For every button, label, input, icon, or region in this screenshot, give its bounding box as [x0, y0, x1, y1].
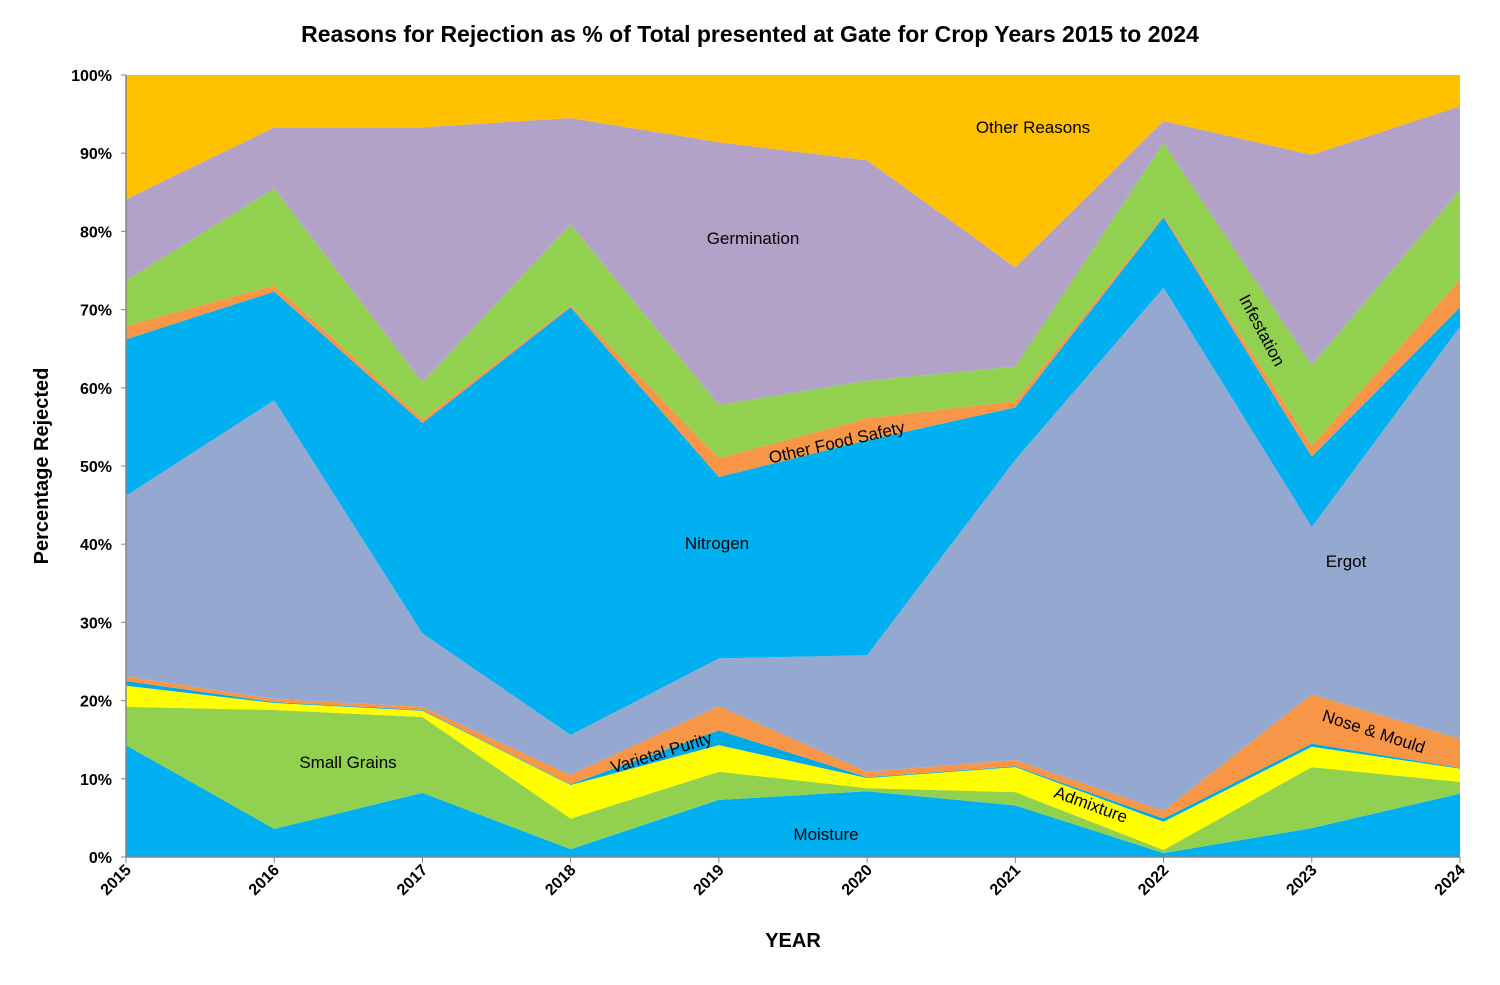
x-tick-label: 2016	[246, 862, 283, 899]
x-tick-label: 2018	[542, 862, 579, 899]
area-nitrogen	[126, 217, 1460, 736]
label-germination: Germination	[707, 229, 800, 248]
y-tick-label: 60%	[80, 381, 112, 398]
label-ergot: Ergot	[1326, 552, 1367, 571]
y-tick-label: 30%	[80, 615, 112, 632]
x-tick-label: 2024	[1432, 862, 1469, 899]
area-other-reasons	[126, 75, 1460, 268]
x-tick-label: 2015	[98, 862, 135, 899]
x-axis-title: YEAR	[765, 930, 821, 952]
area-admixture	[126, 685, 1460, 850]
area-infestation	[126, 143, 1460, 459]
y-tick-label: 50%	[80, 459, 112, 476]
x-tick-label: 2023	[1283, 862, 1320, 899]
x-tick-label: 2021	[987, 862, 1024, 899]
x-tick-label: 2022	[1135, 862, 1172, 899]
area-nose-mould	[126, 676, 1460, 819]
x-tick-label: 2017	[394, 862, 431, 899]
y-tick-label: 40%	[80, 537, 112, 554]
y-axis-title: Percentage Rejected	[31, 368, 53, 565]
label-nitrogen: Nitrogen	[685, 534, 749, 553]
y-tick-label: 20%	[80, 694, 112, 711]
y-tick-label: 90%	[80, 146, 112, 163]
area-germination	[126, 106, 1460, 406]
area-ergot	[126, 287, 1460, 811]
areas-layer	[126, 75, 1460, 857]
y-tick-label: 10%	[80, 772, 112, 789]
area-moisture	[126, 745, 1460, 857]
y-tick-label: 100%	[71, 68, 112, 85]
label-small-grains: Small Grains	[299, 753, 396, 772]
chart-title: Reasons for Rejection as % of Total pres…	[301, 21, 1199, 47]
y-tick-label: 80%	[80, 224, 112, 241]
x-tick-label: 2020	[839, 862, 876, 899]
label-other-reasons: Other Reasons	[976, 118, 1090, 137]
y-tick-label: 0%	[89, 850, 112, 867]
label-moisture: Moisture	[793, 825, 858, 844]
x-tick-label: 2019	[691, 862, 728, 899]
y-tick-label: 70%	[80, 303, 112, 320]
